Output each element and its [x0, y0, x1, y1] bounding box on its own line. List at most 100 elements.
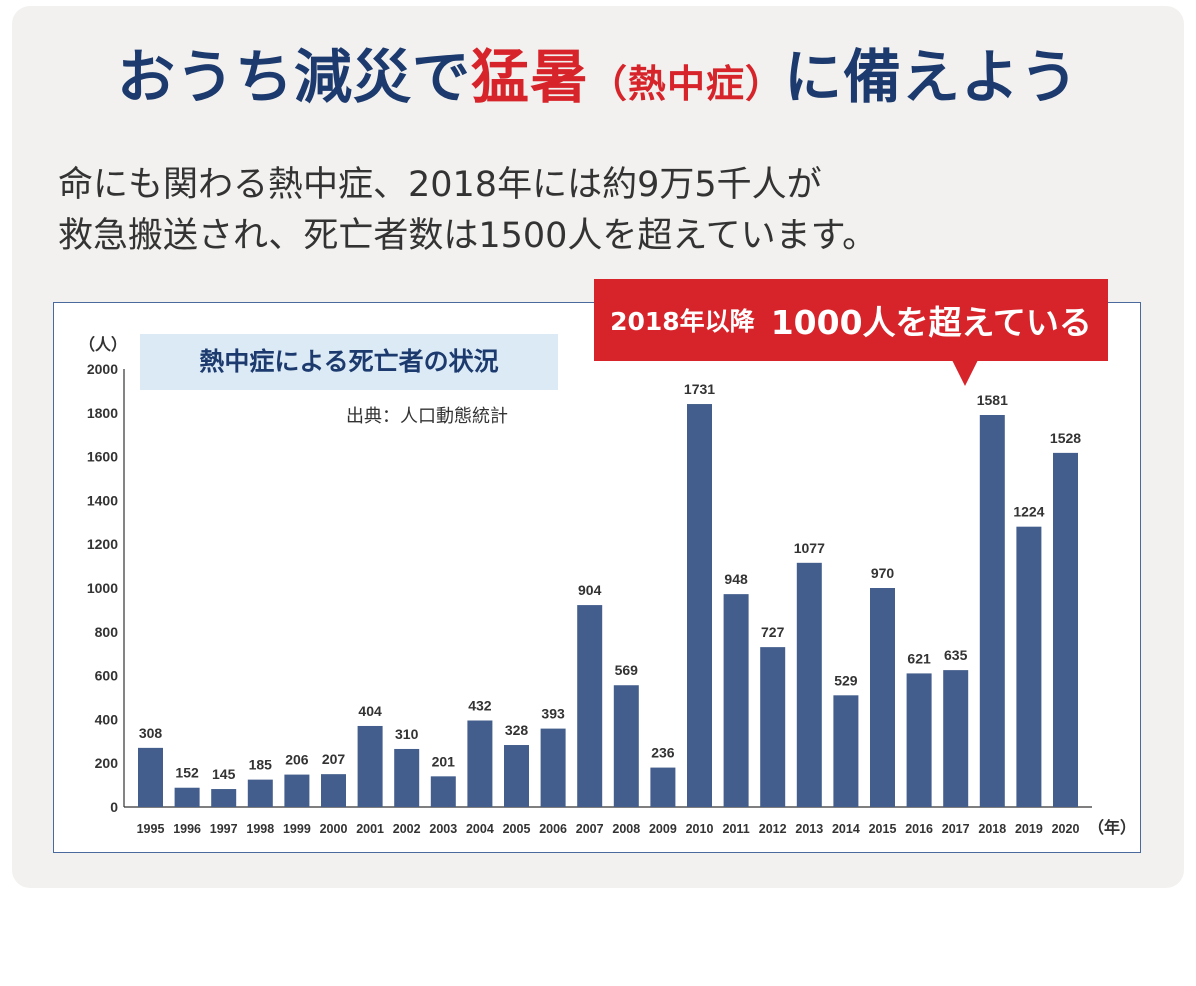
headline-part-3: （熱中症） [589, 62, 785, 106]
x-tick-label-2017: 2017 [942, 822, 970, 836]
x-tick-label-2014: 2014 [832, 822, 860, 836]
bar-2003 [430, 776, 456, 807]
data-label-2009: 236 [651, 745, 675, 761]
data-label-2007: 904 [578, 582, 602, 598]
x-tick-label-2004: 2004 [466, 822, 494, 836]
callout-box: 2018年以降 1000人を超えている [594, 279, 1108, 361]
x-tick-label-2011: 2011 [723, 822, 750, 836]
bar-1996 [174, 787, 200, 807]
bar-2010 [687, 404, 712, 807]
bar-2004 [467, 720, 493, 807]
x-tick-label-1998: 1998 [246, 822, 274, 836]
bar-1995 [138, 747, 163, 807]
x-tick-label-2000: 2000 [320, 822, 348, 836]
data-label-2019: 1224 [1013, 504, 1044, 520]
x-tick-label-2020: 2020 [1052, 822, 1080, 836]
bar-2014 [833, 695, 859, 807]
x-tick-label-2005: 2005 [503, 822, 531, 836]
x-tick-label-2003: 2003 [429, 822, 457, 836]
bar-1999 [284, 774, 310, 807]
headline: おうち減災で猛暑（熱中症）に備えよう [0, 48, 1196, 106]
y-tick-label: 1400 [87, 492, 118, 508]
bar-2017 [943, 670, 969, 807]
data-label-1999: 206 [285, 752, 309, 768]
callout-pointer [952, 360, 978, 386]
y-axis-unit: （人） [79, 336, 127, 354]
data-label-2018: 1581 [977, 392, 1008, 408]
x-tick-label-1995: 1995 [137, 822, 165, 836]
y-tick-label: 1600 [87, 449, 118, 465]
data-label-1995: 308 [139, 725, 163, 741]
data-label-1998: 185 [249, 757, 273, 773]
data-label-2006: 393 [541, 706, 565, 722]
bar-2015 [870, 588, 895, 807]
data-label-2010: 1731 [684, 381, 715, 397]
chart-title: 熱中症による死亡者の状況 [140, 334, 558, 390]
data-label-2016: 621 [907, 650, 931, 666]
x-tick-label-2015: 2015 [869, 822, 897, 836]
data-label-2015: 970 [871, 565, 895, 581]
chart-source: 出典：人口動態統計 [346, 406, 508, 427]
x-tick-label-1996: 1996 [173, 822, 201, 836]
x-tick-label-2001: 2001 [356, 822, 384, 836]
bar-2008 [613, 685, 639, 807]
data-label-2004: 432 [468, 697, 492, 713]
bar-1997 [211, 789, 237, 807]
bar-2018 [979, 414, 1005, 807]
x-tick-label-2012: 2012 [759, 822, 787, 836]
data-label-2017: 635 [944, 647, 968, 663]
x-tick-label-1997: 1997 [210, 822, 238, 836]
bar-2000 [321, 774, 346, 807]
x-tick-label-2013: 2013 [795, 822, 823, 836]
bar-1998 [247, 779, 273, 807]
bar-2005 [504, 745, 529, 807]
x-tick-label-2006: 2006 [539, 822, 567, 836]
data-label-2014: 529 [834, 672, 858, 688]
y-tick-label: 0 [110, 799, 118, 815]
bar-2001 [357, 725, 383, 807]
y-tick-label: 200 [95, 755, 119, 771]
x-tick-label-2016: 2016 [905, 822, 933, 836]
bar-2007 [577, 605, 603, 807]
data-label-2008: 569 [615, 662, 639, 678]
data-label-2003: 201 [432, 753, 456, 769]
data-label-2005: 328 [505, 722, 529, 738]
headline-part-2: 猛暑 [470, 43, 589, 111]
y-tick-label: 800 [95, 624, 119, 640]
subtitle-line-1: 命にも関わる熱中症、2018年には約9万5千人が [58, 165, 822, 205]
headline-part-1: おうち減災で [116, 43, 471, 111]
bar-2012 [760, 647, 786, 807]
bar-2006 [540, 728, 566, 807]
x-tick-label-2002: 2002 [393, 822, 421, 836]
data-label-2001: 404 [358, 703, 382, 719]
subtitle-line-2: 救急搬送され、死亡者数は1500人を超えています。 [58, 216, 878, 256]
callout-text-1: 2018年以降 [610, 307, 755, 336]
bar-2009 [650, 767, 676, 807]
y-tick-label: 2000 [87, 361, 118, 377]
y-tick-label: 1000 [87, 580, 118, 596]
x-tick-label-2008: 2008 [612, 822, 640, 836]
x-tick-label-2010: 2010 [686, 822, 714, 836]
bar-2011 [723, 594, 749, 807]
bar-2013 [796, 562, 822, 807]
x-tick-label-1999: 1999 [283, 822, 311, 836]
callout-text-2: 1000人を超えている [770, 303, 1092, 342]
headline-part-4: に備えよう [784, 43, 1080, 111]
data-label-2000: 207 [322, 751, 346, 767]
x-tick-label-2018: 2018 [978, 822, 1006, 836]
bar-2002 [394, 748, 420, 807]
data-label-1997: 145 [212, 766, 236, 782]
y-tick-label: 1800 [87, 405, 118, 421]
x-tick-label-2007: 2007 [576, 822, 604, 836]
data-label-2013: 1077 [794, 540, 825, 556]
data-label-2020: 1528 [1050, 430, 1081, 446]
y-tick-label: 1200 [87, 536, 118, 552]
x-tick-label-2009: 2009 [649, 822, 677, 836]
bar-2020 [1053, 452, 1078, 807]
data-label-1996: 152 [175, 765, 199, 781]
y-tick-label: 600 [95, 668, 119, 684]
bar-2016 [906, 673, 932, 807]
bar-2019 [1016, 526, 1042, 807]
x-axis-unit: （年） [1088, 818, 1136, 837]
